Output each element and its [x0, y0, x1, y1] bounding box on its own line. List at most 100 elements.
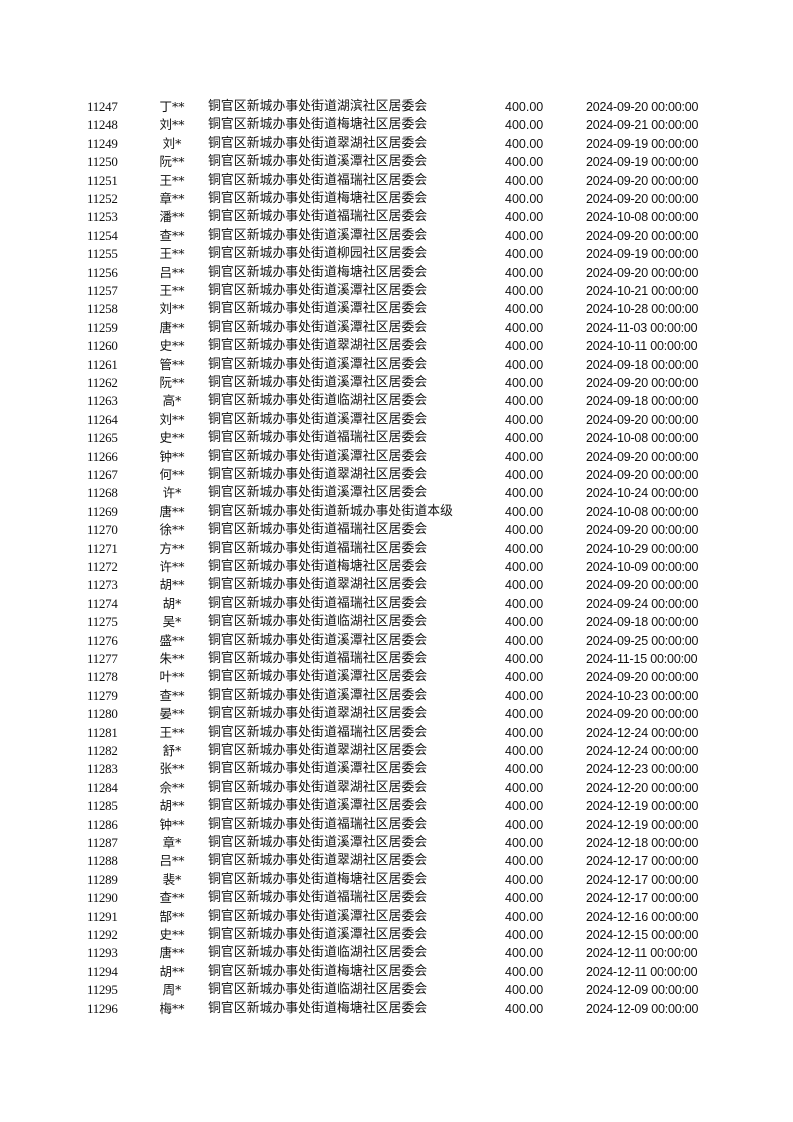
masked-name: 吕**	[159, 853, 185, 869]
masked-name: 阮**	[159, 154, 185, 170]
record-id: 11248	[87, 117, 118, 133]
amount: 400.00	[505, 836, 544, 850]
masked-name: 王**	[159, 172, 185, 188]
masked-name: 胡**	[159, 577, 185, 593]
date-time: 2024-11-03 00:00:00	[586, 320, 698, 335]
organization: 铜官区新城办事处街道临湖社区居委会	[208, 945, 428, 961]
record-id: 11256	[87, 264, 118, 280]
masked-name: 许*	[162, 485, 182, 501]
record-id: 11257	[87, 283, 118, 298]
masked-name: 刘**	[159, 117, 185, 133]
amount: 400.00	[505, 302, 544, 317]
organization: 铜官区新城办事处街道溪潭社区居委会	[208, 448, 428, 464]
amount: 400.00	[505, 173, 544, 188]
record-id: 11261	[87, 356, 118, 372]
masked-name: 钟**	[159, 448, 185, 464]
date-time: 2024-09-20 00:00:00	[586, 468, 699, 482]
organization: 铜官区新城办事处街道溪潭社区居委会	[208, 927, 428, 942]
amount: 400.00	[505, 596, 544, 611]
organization: 铜官区新城办事处街道福瑞社区居委会	[208, 595, 428, 611]
masked-name: 钟**	[159, 816, 185, 832]
masked-name: 查**	[159, 227, 185, 243]
amount: 400.00	[505, 284, 544, 298]
record-id: 11266	[87, 448, 118, 464]
amount: 400.00	[505, 615, 544, 630]
record-id: 11284	[87, 779, 118, 795]
amount: 400.00	[505, 799, 544, 814]
record-id: 11280	[87, 706, 118, 722]
table-row: 11258 刘** 铜官区新城办事处街道溪潭社区居委会 400.00 2024-10-2…	[0, 300, 793, 318]
date-time: 2024-09-19 00:00:00	[586, 247, 699, 262]
table-row: 11253 潘** 铜官区新城办事处街道福瑞社区居委会 400.00 2024-10-0…	[0, 208, 793, 226]
masked-name: 史**	[159, 927, 185, 942]
amount: 400.00	[505, 560, 544, 574]
amount: 400.00	[505, 688, 544, 703]
masked-name: 章**	[159, 191, 185, 206]
organization: 铜官区新城办事处街道梅塘社区居委会	[208, 117, 428, 133]
organization: 铜官区新城办事处街道溪潭社区居委会	[208, 283, 428, 298]
table-row: 11268 许* 铜官区新城办事处街道溪潭社区居委会 400.00 2024-10-24…	[0, 484, 793, 502]
amount: 400.00	[505, 155, 544, 170]
masked-name: 吕**	[159, 264, 185, 280]
record-id: 11285	[87, 798, 118, 814]
table-row: 11266 钟** 铜官区新城办事处街道溪潭社区居委会 400.00 2024-09-2…	[0, 448, 793, 466]
table-row: 11255 王** 铜官区新城办事处街道柳园社区居委会 400.00 2024-09-1…	[0, 245, 793, 263]
date-time: 2024-09-20 00:00:00	[586, 173, 699, 188]
record-id: 11282	[87, 743, 118, 758]
masked-name: 梅**	[159, 1000, 185, 1016]
date-time: 2024-12-18 00:00:00	[586, 836, 699, 850]
date-time: 2024-09-20 00:00:00	[586, 578, 699, 593]
table-row: 11291 郜** 铜官区新城办事处街道溪潭社区居委会 400.00 2024-12-1…	[0, 908, 793, 926]
date-time: 2024-09-18 00:00:00	[586, 394, 699, 409]
date-time: 2024-09-20 00:00:00	[586, 523, 699, 538]
date-time: 2024-09-20 00:00:00	[586, 192, 699, 206]
organization: 铜官区新城办事处街道溪潭社区居委会	[208, 632, 428, 648]
record-id: 11268	[87, 485, 118, 501]
table-row: 11269 唐** 铜官区新城办事处街道新城办事处街道本级 400.00 2024-10…	[0, 503, 793, 521]
table-row: 11285 胡** 铜官区新城办事处街道溪潭社区居委会 400.00 2024-12-1…	[0, 797, 793, 815]
table-row: 11290 查** 铜官区新城办事处街道福瑞社区居委会 400.00 2024-12-1…	[0, 889, 793, 907]
masked-name: 唐**	[159, 945, 185, 961]
table-row: 11267 何** 铜官区新城办事处街道翠湖社区居委会 400.00 2024-09-2…	[0, 466, 793, 484]
amount: 400.00	[505, 1001, 544, 1016]
masked-name: 胡**	[159, 963, 185, 979]
date-time: 2024-12-24 00:00:00	[586, 725, 699, 740]
amount: 400.00	[505, 100, 544, 114]
record-id: 11286	[87, 816, 118, 832]
amount: 400.00	[505, 228, 544, 243]
date-time: 2024-09-20 00:00:00	[586, 449, 699, 464]
date-time: 2024-10-08 00:00:00	[586, 431, 699, 446]
organization: 铜官区新城办事处街道溪潭社区居委会	[208, 798, 428, 814]
table-row: 11294 胡** 铜官区新城办事处街道梅塘社区居委会 400.00 2024-12-1…	[0, 963, 793, 981]
record-id: 11265	[87, 430, 118, 446]
masked-name: 丁**	[159, 99, 185, 114]
date-time: 2024-12-17 00:00:00	[586, 891, 699, 906]
date-time: 2024-09-20 00:00:00	[586, 376, 699, 390]
organization: 铜官区新城办事处街道溪潭社区居委会	[208, 761, 428, 777]
amount: 400.00	[505, 431, 544, 446]
record-id: 11269	[87, 503, 118, 519]
record-id: 11293	[87, 945, 118, 961]
amount: 400.00	[505, 762, 544, 777]
masked-name: 徐**	[159, 522, 185, 538]
date-time: 2024-12-15 00:00:00	[586, 928, 699, 942]
table-row: 11278 叶** 铜官区新城办事处街道溪潭社区居委会 400.00 2024-09-2…	[0, 668, 793, 686]
amount: 400.00	[505, 541, 544, 556]
organization: 铜官区新城办事处街道临湖社区居委会	[208, 982, 428, 998]
table-row: 11254 查** 铜官区新城办事处街道溪潭社区居委会 400.00 2024-09-2…	[0, 227, 793, 245]
masked-name: 查**	[159, 890, 185, 906]
masked-name: 王**	[159, 246, 185, 262]
record-id: 11272	[87, 559, 118, 574]
date-time: 2024-12-16 00:00:00	[586, 909, 699, 924]
record-id: 11289	[87, 871, 118, 887]
record-id: 11264	[87, 411, 118, 427]
date-time: 2024-09-24 00:00:00	[586, 596, 699, 611]
date-time: 2024-10-21 00:00:00	[586, 284, 699, 298]
organization: 铜官区新城办事处街道福瑞社区居委会	[208, 522, 428, 538]
amount: 400.00	[505, 357, 544, 372]
masked-name: 章*	[162, 835, 182, 850]
amount: 400.00	[505, 744, 544, 758]
date-time: 2024-12-19 00:00:00	[586, 817, 699, 832]
table-row: 11264 刘** 铜官区新城办事处街道溪潭社区居委会 400.00 2024-09-2…	[0, 411, 793, 429]
organization: 铜官区新城办事处街道福瑞社区居委会	[208, 540, 428, 556]
